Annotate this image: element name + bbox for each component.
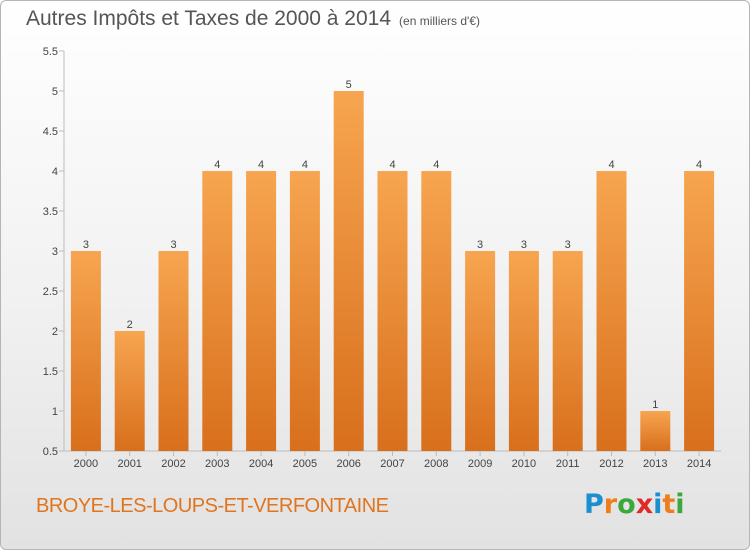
logo-letter: x: [636, 489, 653, 520]
x-tick-label-2006: 2006: [336, 458, 360, 470]
data-label-2008: 4: [433, 159, 439, 171]
x-tick-label-2011: 2011: [556, 458, 580, 470]
bar-2014: [684, 171, 714, 451]
x-tick-label-2001: 2001: [117, 458, 141, 470]
bar-2004: [246, 171, 276, 451]
bar-2009: [465, 251, 495, 451]
bar-chart: 0.5 1 1.5 2 2.5 3 3.5 4 4.5 5 5.5 2000 2001 2002 2003 2…: [1, 1, 750, 550]
y-tick-label: 2.5: [43, 286, 58, 298]
y-tick-label: 5: [52, 86, 58, 98]
bar-2007: [378, 171, 408, 451]
logo-letter: r: [604, 489, 617, 520]
logo-letter: P: [584, 489, 604, 520]
data-label-2012: 4: [608, 159, 614, 171]
bar-2008: [421, 171, 451, 451]
x-tick-label-2014: 2014: [687, 458, 711, 470]
bar-2010: [509, 251, 539, 451]
y-tick-label: 3.5: [43, 206, 58, 218]
x-tick-label-2004: 2004: [249, 458, 273, 470]
y-tick-label: 3: [52, 246, 58, 258]
data-label-2005: 4: [302, 159, 308, 171]
x-tick-label-2012: 2012: [599, 458, 623, 470]
data-label-2009: 3: [477, 239, 483, 251]
x-tick-label-2013: 2013: [643, 458, 667, 470]
data-label-2010: 3: [521, 239, 527, 251]
data-label-2006: 5: [346, 79, 352, 91]
x-tick-label-2007: 2007: [380, 458, 404, 470]
x-tick-label-2010: 2010: [512, 458, 536, 470]
data-label-2002: 3: [170, 239, 176, 251]
logo-letter: t: [662, 489, 675, 520]
bar-2011: [553, 251, 583, 451]
x-tick-label-2003: 2003: [205, 458, 229, 470]
bar-2012: [597, 171, 627, 451]
x-tick-label-2002: 2002: [161, 458, 185, 470]
y-tick-label: 1.5: [43, 366, 58, 378]
bar-2003: [202, 171, 232, 451]
logo-letter: i: [653, 489, 662, 520]
x-tick-label-2008: 2008: [424, 458, 448, 470]
chart-frame: Autres Impôts et Taxes de 2000 à 2014 (en…: [0, 0, 750, 550]
data-label-2000: 3: [83, 239, 89, 251]
y-tick-label: 1: [52, 406, 58, 418]
bar-2013: [640, 411, 670, 451]
y-tick-label: 4.5: [43, 126, 58, 138]
x-tick-label-2009: 2009: [468, 458, 492, 470]
x-tick-label-2005: 2005: [293, 458, 317, 470]
bar-2002: [159, 251, 189, 451]
bar-2006: [334, 91, 364, 451]
bar-2005: [290, 171, 320, 451]
y-tick-label: 5.5: [43, 46, 58, 58]
proxiti-logo[interactable]: Proxiti: [584, 489, 685, 520]
x-tick-label-2000: 2000: [74, 458, 98, 470]
data-label-2013: 1: [652, 399, 658, 411]
commune-name: BROYE-LES-LOUPS-ET-VERFONTAINE: [36, 495, 388, 518]
bar-2000: [71, 251, 101, 451]
data-label-2011: 3: [565, 239, 571, 251]
data-label-2004: 4: [258, 159, 264, 171]
data-label-2001: 2: [127, 319, 133, 331]
y-tick-label: 2: [52, 326, 58, 338]
data-label-2003: 4: [214, 159, 220, 171]
data-label-2007: 4: [389, 159, 395, 171]
y-tick-label: 0.5: [43, 446, 58, 458]
y-tick-label: 4: [52, 166, 58, 178]
logo-letter: i: [675, 489, 684, 520]
logo-letter: o: [617, 489, 636, 520]
data-label-2014: 4: [696, 159, 702, 171]
bar-2001: [115, 331, 145, 451]
